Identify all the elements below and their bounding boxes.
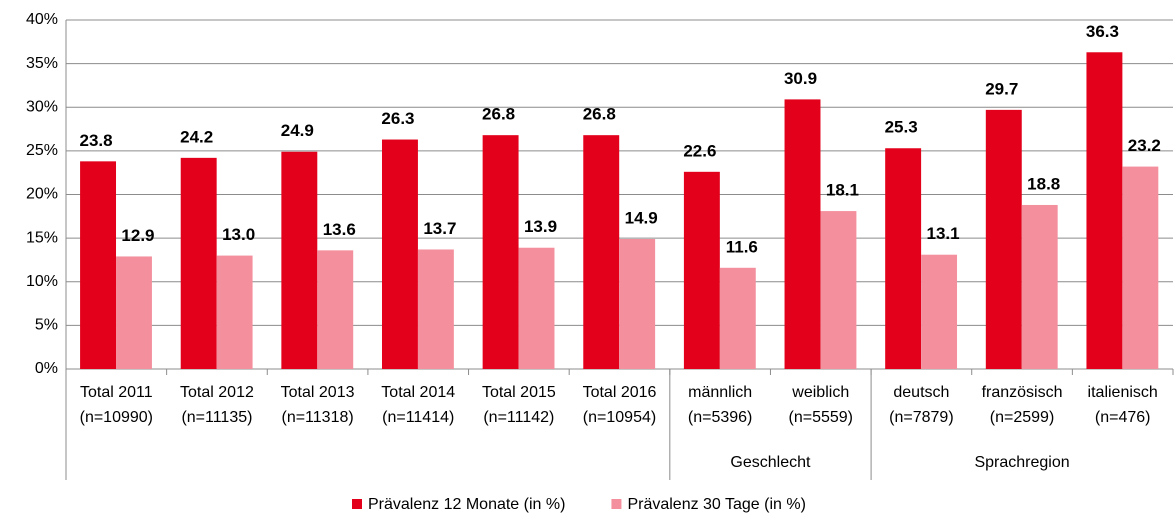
x-tick-label: (n=5559) xyxy=(789,409,854,426)
y-tick-label: 5% xyxy=(35,317,58,334)
y-tick-label: 10% xyxy=(26,273,58,290)
y-tick-label: 20% xyxy=(26,186,58,203)
bar xyxy=(719,267,756,369)
x-tick-label: (n=7879) xyxy=(889,409,954,426)
bar xyxy=(116,256,152,369)
value-label: 12.9 xyxy=(121,226,154,245)
bar xyxy=(985,109,1022,370)
x-tick-label: deutsch xyxy=(893,384,949,401)
x-tick-label: (n=11414) xyxy=(382,409,454,426)
value-label: 13.7 xyxy=(423,219,456,238)
x-tick-label: Total 2013 xyxy=(281,384,355,401)
value-label: 13.9 xyxy=(524,217,557,236)
legend-swatch xyxy=(611,499,622,509)
bar xyxy=(216,255,253,369)
x-tick-label: französisch xyxy=(982,384,1063,401)
value-label: 22.6 xyxy=(683,141,716,160)
value-label: 30.9 xyxy=(784,69,817,88)
y-tick-label: 40% xyxy=(26,11,58,28)
x-tick-label: (n=2599) xyxy=(990,409,1055,426)
bar xyxy=(784,99,821,370)
value-label: 18.8 xyxy=(1027,174,1060,193)
legend-label: Prävalenz 30 Tage (in %) xyxy=(627,496,805,513)
bar xyxy=(1021,204,1058,369)
y-tick-label: 30% xyxy=(26,98,58,115)
value-label: 29.7 xyxy=(985,79,1018,98)
bar xyxy=(820,211,857,369)
x-tick-label: Total 2011 xyxy=(80,384,153,401)
x-tick-label: (n=11135) xyxy=(181,409,252,426)
y-tick-label: 0% xyxy=(35,360,58,377)
bar xyxy=(381,139,418,369)
value-label: 13.0 xyxy=(222,225,255,244)
value-label: 13.6 xyxy=(323,220,356,239)
x-tick-label: (n=10954) xyxy=(583,409,656,426)
bar xyxy=(1086,52,1123,369)
value-label: 36.3 xyxy=(1086,22,1119,41)
y-tick-label: 15% xyxy=(26,229,58,246)
bar xyxy=(885,148,922,369)
legend-swatch xyxy=(352,499,362,509)
value-label: 25.3 xyxy=(885,118,918,137)
value-label: 24.2 xyxy=(180,127,213,146)
bar xyxy=(482,135,519,369)
bar xyxy=(619,238,656,369)
bar xyxy=(417,249,454,369)
value-label: 23.2 xyxy=(1128,136,1161,155)
bar xyxy=(317,250,354,369)
x-tick-label: italienisch xyxy=(1088,384,1158,401)
bar xyxy=(80,161,117,369)
x-tick-label: männlich xyxy=(688,384,752,401)
legend-label: Prävalenz 12 Monate (in %) xyxy=(368,496,565,513)
x-tick-label: (n=5396) xyxy=(688,409,753,426)
x-tick-label: Total 2014 xyxy=(381,384,455,401)
x-tick-label: Total 2012 xyxy=(180,384,254,401)
x-tick-label: weiblich xyxy=(791,384,849,401)
value-label: 24.9 xyxy=(281,121,314,140)
bar xyxy=(683,171,720,369)
group-label: Sprachregion xyxy=(974,454,1069,471)
x-tick-label: (n=10990) xyxy=(80,409,153,426)
x-tick-label: (n=11142) xyxy=(483,409,554,426)
x-tick-label: Total 2015 xyxy=(482,384,556,401)
y-tick-label: 25% xyxy=(26,142,58,159)
y-tick-label: 35% xyxy=(26,55,58,72)
bar xyxy=(281,151,318,369)
value-label: 18.1 xyxy=(826,181,859,200)
value-label: 23.8 xyxy=(80,131,113,150)
value-label: 11.6 xyxy=(726,237,758,256)
bar xyxy=(583,135,620,369)
value-label: 26.8 xyxy=(482,105,515,124)
value-label: 14.9 xyxy=(625,208,658,227)
value-label: 13.1 xyxy=(927,224,960,243)
value-label: 26.3 xyxy=(381,109,414,128)
x-tick-label: (n=476) xyxy=(1095,409,1151,426)
x-tick-label: (n=11318) xyxy=(281,409,353,426)
bar xyxy=(518,247,555,369)
bar xyxy=(1122,166,1159,369)
group-label: Geschlecht xyxy=(730,454,811,471)
bar xyxy=(180,157,217,369)
value-label: 26.8 xyxy=(583,105,616,124)
bar xyxy=(921,254,958,369)
x-tick-label: Total 2016 xyxy=(583,384,657,401)
